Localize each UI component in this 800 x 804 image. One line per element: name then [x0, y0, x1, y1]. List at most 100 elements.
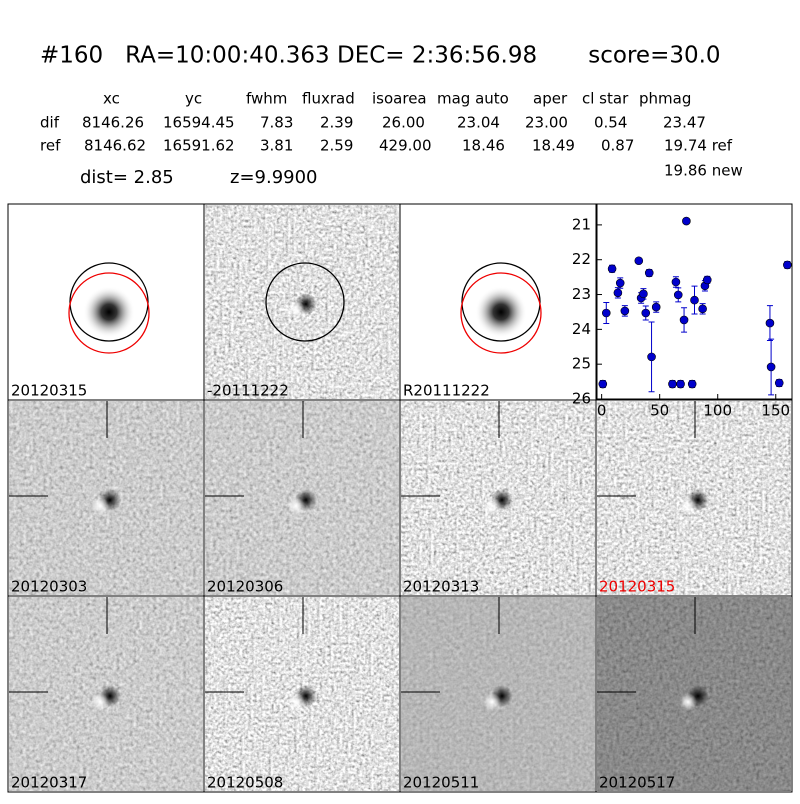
point [601, 308, 611, 318]
stamp-label: 20120315 [11, 382, 87, 400]
point [644, 268, 654, 278]
table-cell: 23.00 [525, 114, 568, 132]
table-cell: 23.47 [663, 114, 706, 132]
table-cell: 18.46 [462, 137, 505, 155]
point [676, 379, 685, 389]
stamp-label: 20120315 [599, 578, 675, 596]
point [698, 304, 707, 314]
blob-light [679, 693, 697, 711]
table-cell: 0.54 [594, 114, 627, 132]
point [783, 260, 792, 270]
aperture-ref [460, 272, 542, 354]
point [765, 318, 775, 328]
new-mag: 19.86 new [664, 162, 743, 180]
y-tick-label: 26 [572, 390, 591, 408]
column-header: xc [103, 90, 120, 108]
stamp-label: R20111222 [403, 382, 490, 400]
stamp-label: 20120508 [207, 774, 283, 792]
column-header: aper [533, 90, 568, 108]
point [615, 278, 625, 288]
stamp-label: 20120313 [403, 578, 479, 596]
blob-light [483, 497, 501, 515]
blob-light [91, 693, 109, 711]
stamp: 20120313 [399, 399, 597, 597]
point [639, 289, 648, 299]
stamp-label: 20120317 [11, 774, 87, 792]
column-header: fluxrad [302, 90, 355, 108]
stamp: 20120306 [203, 399, 401, 597]
row-label: ref [40, 137, 61, 155]
column-header: cl star [582, 90, 629, 108]
stamp-label: 20120517 [599, 774, 675, 792]
blob-light [287, 693, 305, 711]
point [682, 216, 691, 226]
stamp-label: 20120306 [207, 578, 283, 596]
aperture-ref [68, 272, 150, 354]
stamp: 20120317 [7, 595, 205, 793]
point [651, 302, 661, 312]
x-tick-label: 0 [597, 402, 607, 420]
star [475, 286, 527, 338]
point [679, 315, 689, 325]
redshift: z=9.9900 [230, 167, 318, 188]
point [671, 277, 681, 287]
point [774, 378, 784, 388]
x-tick-label: 100 [703, 402, 732, 420]
table-cell: 2.39 [320, 114, 353, 132]
row-label: dif [40, 114, 60, 132]
point [613, 288, 623, 298]
title: #160 RA=10:00:40.363 DEC= 2:36:56.98 sco… [40, 43, 721, 69]
blob-light [287, 301, 305, 319]
table-cell: 16591.62 [163, 137, 235, 155]
blob-light [679, 497, 697, 515]
column-header: fwhm [246, 90, 287, 108]
point [634, 256, 644, 266]
y-tick-label: 25 [572, 355, 591, 373]
column-header: phmag [639, 90, 691, 108]
stamp: 20120303 [7, 399, 205, 597]
point [673, 290, 683, 300]
table-cell: 3.81 [260, 137, 293, 155]
table-cell: 23.04 [457, 114, 500, 132]
aperture [265, 262, 345, 342]
table-cell: 26.00 [382, 114, 425, 132]
table-cell: 8146.62 [84, 137, 146, 155]
stamp: R20111222 [399, 203, 597, 401]
stamp-label: -20111222 [207, 382, 289, 400]
stamp: -20111222 [203, 203, 401, 401]
stamp: 20120511 [399, 595, 597, 793]
point [687, 379, 697, 389]
blob-light [91, 497, 109, 515]
column-header: isoarea [372, 90, 427, 108]
stamp: 20120517 [595, 595, 793, 793]
y-tick-label: 23 [572, 285, 591, 303]
star [83, 286, 135, 338]
table-cell: 8146.26 [82, 114, 144, 132]
table-cell: 429.00 [379, 137, 432, 155]
x-tick-label: 150 [761, 402, 790, 420]
point [668, 379, 677, 389]
x-tick-label: 50 [650, 402, 669, 420]
point [647, 352, 656, 362]
y-tick-label: 21 [572, 215, 591, 233]
point [641, 308, 651, 318]
stamp: 20120315 [7, 203, 205, 401]
table-cell: 0.87 [601, 137, 634, 155]
table-cell: 2.59 [320, 137, 353, 155]
point [607, 264, 617, 274]
stamp-label: 20120303 [11, 578, 87, 596]
table-cell: 18.49 [532, 137, 575, 155]
column-header: yc [185, 90, 202, 108]
stamp-label: 20120511 [403, 774, 479, 792]
point [702, 275, 712, 285]
table-cell: 7.83 [260, 114, 293, 132]
y-tick-label: 24 [572, 320, 591, 338]
blob-light [287, 497, 305, 515]
dist: dist= 2.85 [80, 167, 174, 188]
y-tick-label: 22 [572, 250, 591, 268]
point [690, 295, 699, 305]
column-header: mag auto [437, 90, 509, 108]
stamp: 20120315 [595, 399, 793, 597]
